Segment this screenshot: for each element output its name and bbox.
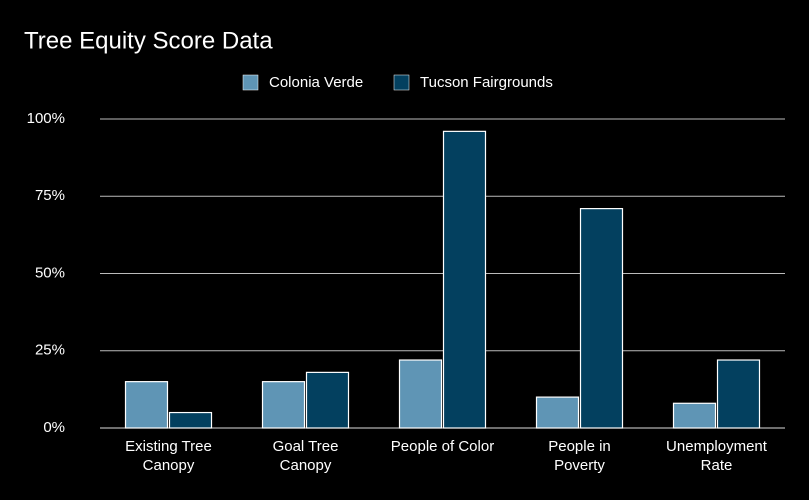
legend-label: Colonia Verde: [269, 74, 363, 91]
legend-swatch: [393, 74, 410, 91]
bar: [168, 411, 213, 429]
y-tick-label: 75%: [35, 187, 65, 204]
y-tick-label: 25%: [35, 342, 65, 359]
bar: [672, 402, 717, 429]
bar: [305, 371, 350, 429]
x-tick-label: Unemployment Rate: [666, 438, 767, 474]
bar: [398, 359, 443, 429]
legend-swatch: [242, 74, 259, 91]
x-tick-label: People of Color: [390, 438, 495, 455]
bar: [261, 381, 306, 429]
bar: [716, 359, 761, 429]
chart-title: Tree Equity Score Data: [24, 27, 273, 54]
x-tick-label: People in Poverty: [548, 438, 611, 474]
bar: [579, 208, 624, 429]
bar: [442, 130, 487, 429]
y-tick-label: 0%: [43, 419, 65, 436]
y-tick-label: 100%: [27, 110, 65, 127]
y-tick-label: 50%: [35, 264, 65, 281]
bar: [535, 396, 580, 429]
legend-label: Tucson Fairgrounds: [420, 74, 553, 91]
x-tick-label: Existing Tree Canopy: [125, 438, 212, 474]
bar: [124, 381, 169, 429]
x-tick-label: Goal Tree Canopy: [272, 438, 339, 474]
